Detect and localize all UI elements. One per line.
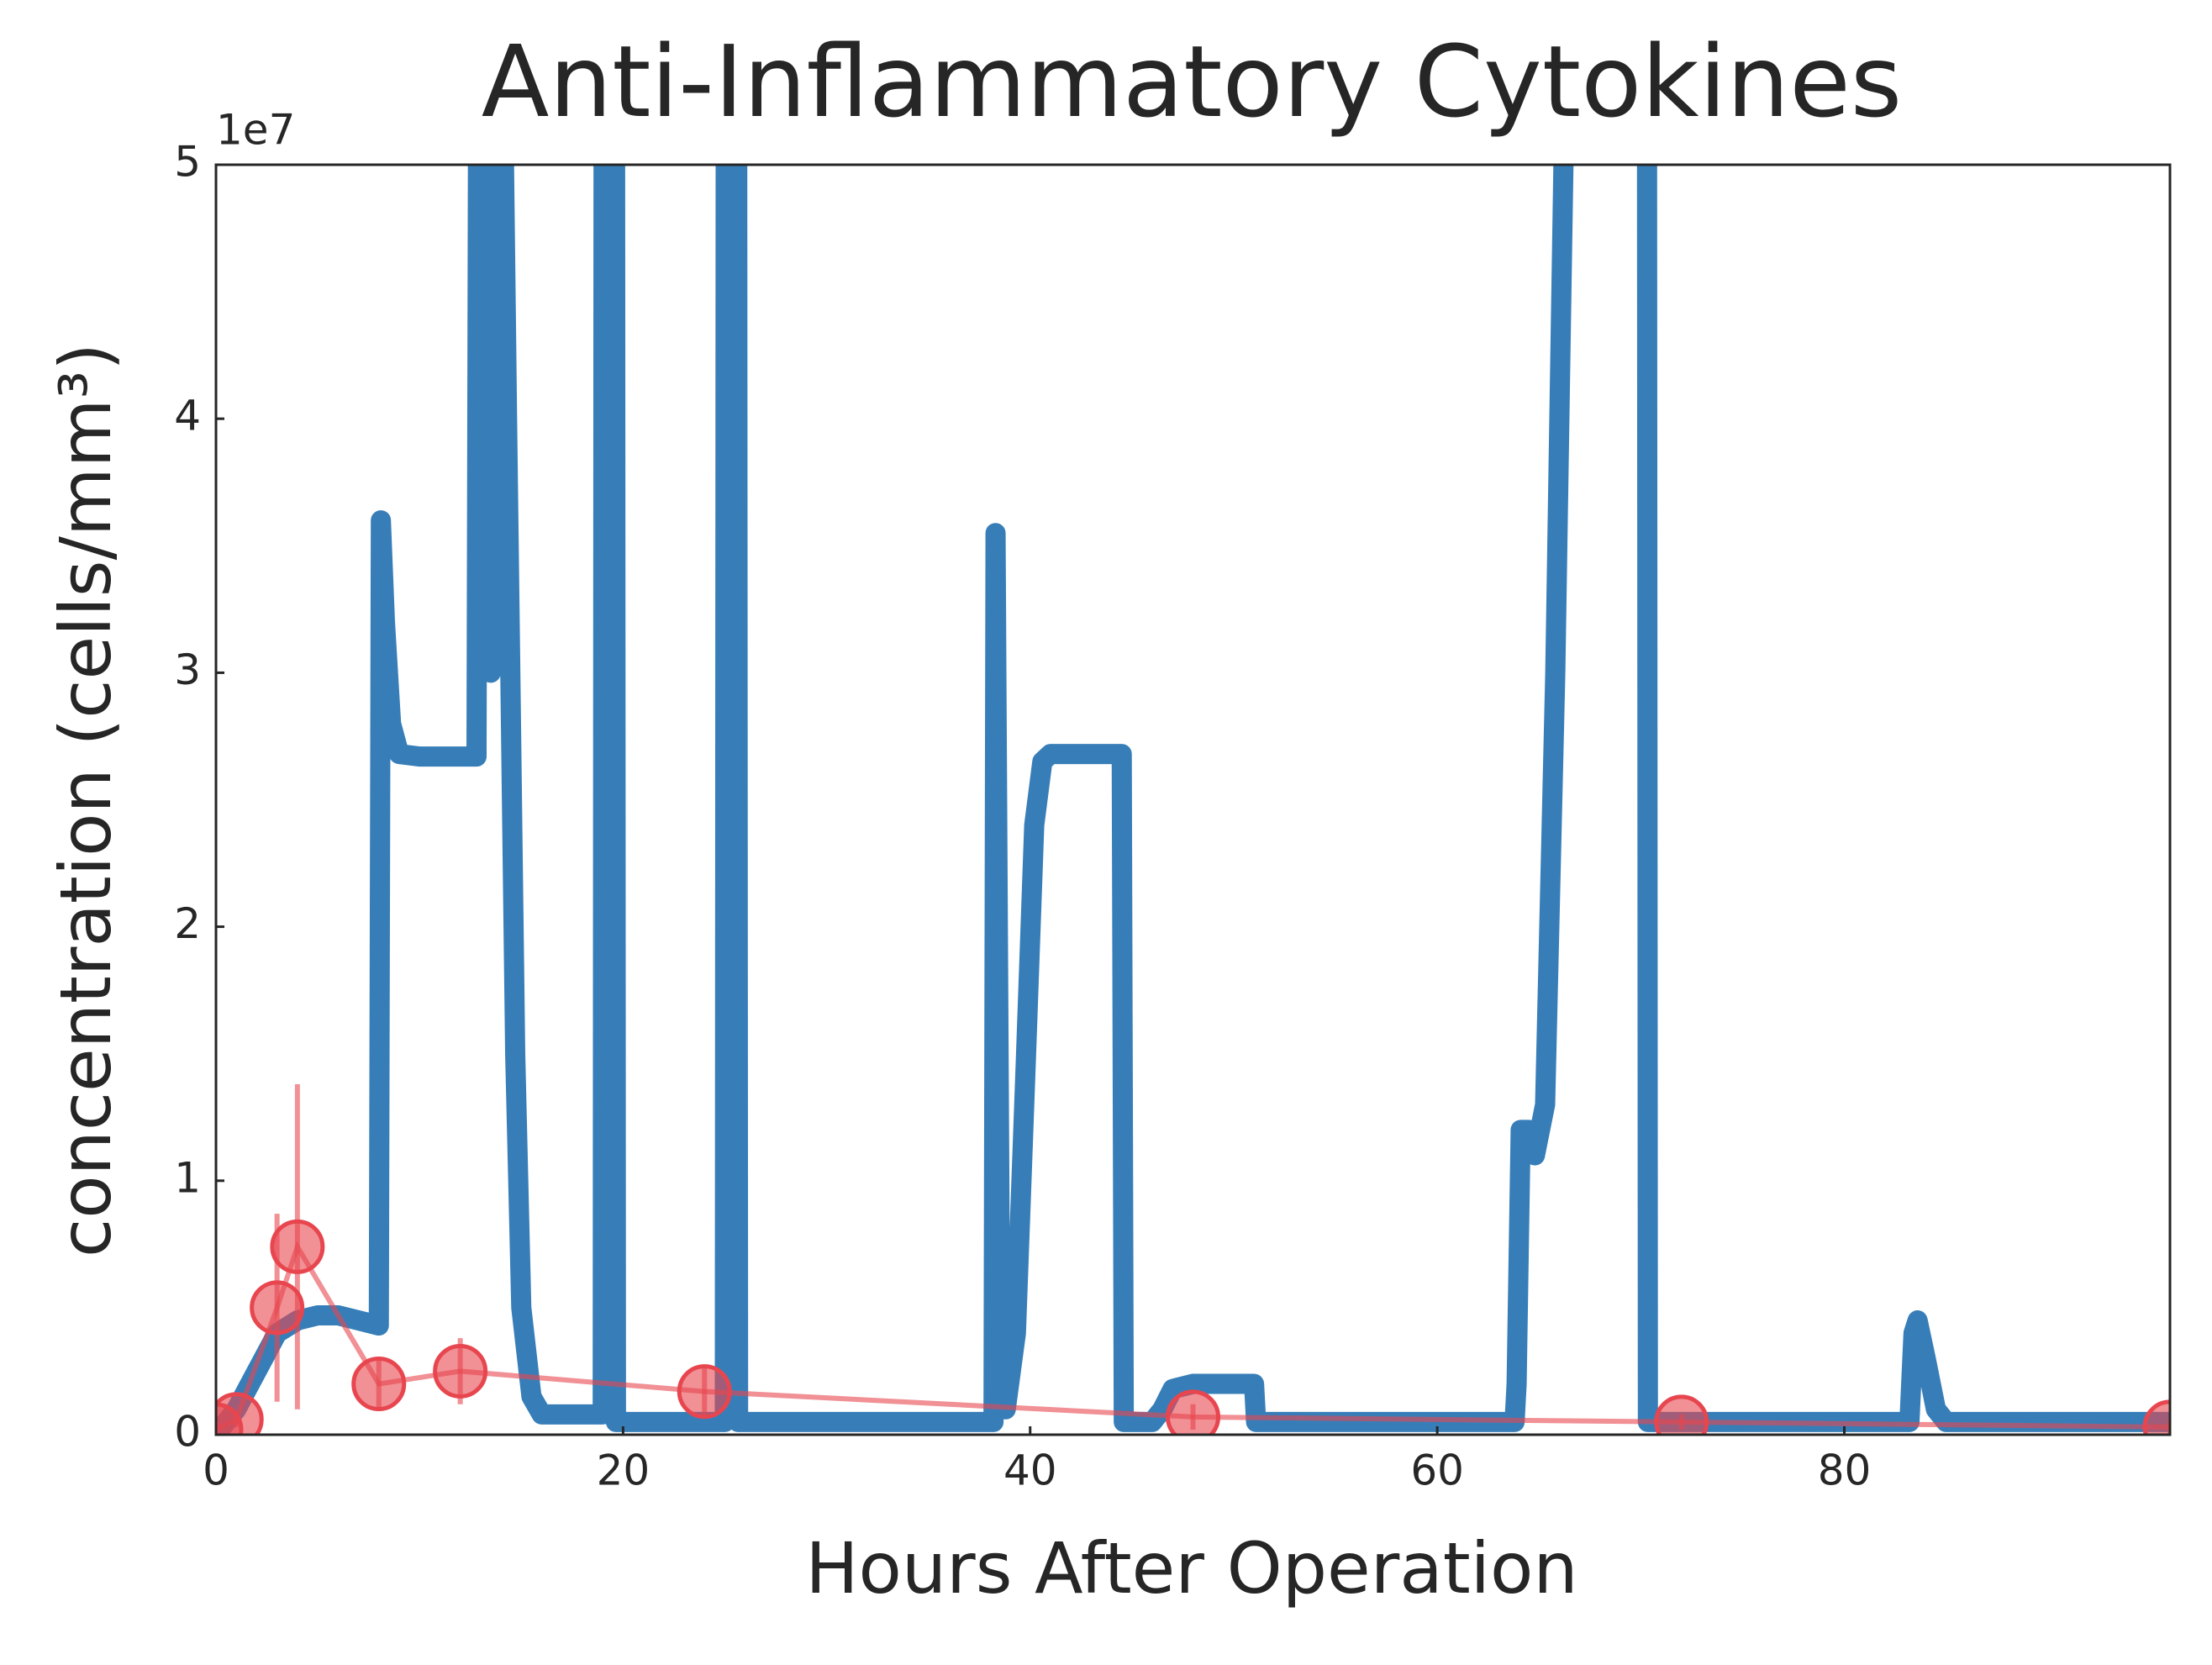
data-point <box>433 1343 488 1399</box>
data-point <box>270 1219 325 1274</box>
data-point <box>351 1357 407 1412</box>
y-offset-label: 1e7 <box>216 106 295 155</box>
x-axis-label: Hours After Operation <box>805 1527 1577 1610</box>
x-tick-label: 60 <box>1410 1446 1464 1495</box>
y-tick-label: 5 <box>174 138 201 187</box>
plot-area <box>216 165 2170 1435</box>
data-point <box>677 1364 732 1420</box>
data-point <box>1166 1389 1220 1435</box>
y-tick-label: 4 <box>174 392 201 440</box>
y-tick-label: 2 <box>174 899 201 948</box>
y-axis-label: concentration (cells/mm³) <box>45 343 127 1257</box>
y-tick-label: 3 <box>174 645 201 694</box>
data-point <box>2142 1399 2170 1435</box>
connecting-line <box>216 1241 2170 1432</box>
data-point <box>1654 1394 1709 1435</box>
x-tick-label: 20 <box>597 1446 650 1495</box>
chart-title: Anti-Inflammatory Cytokines <box>482 24 1903 140</box>
y-tick-label: 0 <box>174 1408 201 1457</box>
data-point <box>216 1392 264 1435</box>
data-point <box>250 1280 305 1336</box>
x-tick-label: 40 <box>1003 1446 1057 1495</box>
x-tick-label: 80 <box>1818 1446 1872 1495</box>
y-tick-label: 1 <box>174 1153 201 1202</box>
data-line <box>216 165 2170 1435</box>
x-tick-label: 0 <box>203 1446 229 1495</box>
axes-frame <box>214 163 2172 1436</box>
